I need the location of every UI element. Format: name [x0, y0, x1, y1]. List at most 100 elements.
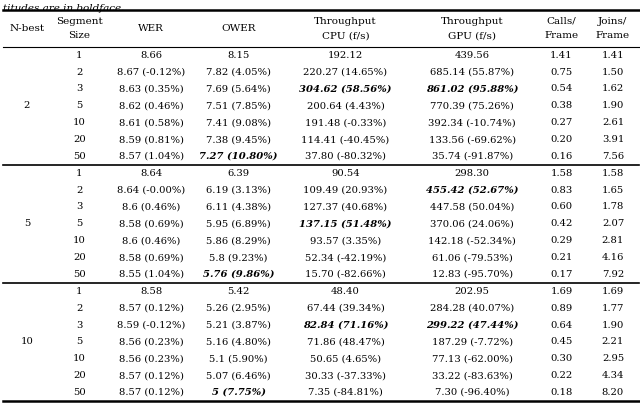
Text: 6.19 (3.13%): 6.19 (3.13%): [206, 186, 271, 195]
Text: 8.58 (0.69%): 8.58 (0.69%): [119, 219, 184, 228]
Text: 0.17: 0.17: [550, 270, 573, 279]
Text: 2.07: 2.07: [602, 219, 624, 228]
Text: 82.84 (71.16%): 82.84 (71.16%): [303, 321, 388, 330]
Text: 8.55 (1.04%): 8.55 (1.04%): [119, 270, 184, 279]
Text: 2.61: 2.61: [602, 118, 624, 127]
Text: 127.37 (40.68%): 127.37 (40.68%): [303, 203, 388, 212]
Text: 8.56 (0.23%): 8.56 (0.23%): [119, 354, 184, 363]
Text: 447.58 (50.04%): 447.58 (50.04%): [430, 203, 515, 212]
Text: 67.44 (39.34%): 67.44 (39.34%): [307, 304, 385, 313]
Text: 7.41 (9.08%): 7.41 (9.08%): [206, 118, 271, 127]
Text: 50: 50: [73, 388, 86, 397]
Text: 2.81: 2.81: [602, 236, 624, 245]
Text: 5.95 (6.89%): 5.95 (6.89%): [206, 219, 271, 228]
Text: 8.6 (0.46%): 8.6 (0.46%): [122, 236, 180, 245]
Text: 48.40: 48.40: [331, 287, 360, 296]
Text: 8.56 (0.23%): 8.56 (0.23%): [119, 337, 184, 346]
Text: 8.58: 8.58: [140, 287, 163, 296]
Text: 2: 2: [76, 304, 83, 313]
Text: 7.35 (-84.81%): 7.35 (-84.81%): [308, 388, 383, 397]
Text: 8.67 (-0.12%): 8.67 (-0.12%): [117, 68, 186, 77]
Text: 2: 2: [76, 68, 83, 77]
Text: 50: 50: [73, 270, 86, 279]
Text: 133.56 (-69.62%): 133.56 (-69.62%): [429, 135, 516, 144]
Text: 10: 10: [20, 337, 33, 346]
Text: 12.83 (-95.70%): 12.83 (-95.70%): [432, 270, 513, 279]
Text: 8.61 (0.58%): 8.61 (0.58%): [119, 118, 184, 127]
Text: 20: 20: [73, 371, 86, 380]
Text: 20: 20: [73, 253, 86, 262]
Text: 0.20: 0.20: [550, 135, 573, 144]
Text: 7.56: 7.56: [602, 152, 624, 161]
Text: 0.21: 0.21: [550, 253, 573, 262]
Text: 5 (7.75%): 5 (7.75%): [212, 388, 266, 397]
Text: 202.95: 202.95: [455, 287, 490, 296]
Text: 50.65 (4.65%): 50.65 (4.65%): [310, 354, 381, 363]
Text: 0.22: 0.22: [550, 371, 573, 380]
Text: 8.63 (0.35%): 8.63 (0.35%): [119, 85, 184, 94]
Text: 30.33 (-37.33%): 30.33 (-37.33%): [305, 371, 386, 380]
Text: 5.8 (9.23%): 5.8 (9.23%): [209, 253, 268, 262]
Text: 7.51 (7.85%): 7.51 (7.85%): [206, 101, 271, 110]
Text: 0.89: 0.89: [550, 304, 573, 313]
Text: N-best: N-best: [10, 24, 45, 33]
Text: 8.57 (1.04%): 8.57 (1.04%): [119, 152, 184, 161]
Text: 2: 2: [24, 101, 30, 110]
Text: 7.92: 7.92: [602, 270, 624, 279]
Text: 109.49 (20.93%): 109.49 (20.93%): [303, 186, 388, 195]
Text: 0.30: 0.30: [550, 354, 573, 363]
Text: 90.54: 90.54: [331, 169, 360, 178]
Text: 299.22 (47.44%): 299.22 (47.44%): [426, 321, 518, 330]
Text: 861.02 (95.88%): 861.02 (95.88%): [426, 85, 518, 94]
Text: 284.28 (40.07%): 284.28 (40.07%): [430, 304, 515, 313]
Text: Calls/: Calls/: [547, 17, 577, 26]
Text: 1.77: 1.77: [602, 304, 624, 313]
Text: 7.82 (4.05%): 7.82 (4.05%): [206, 68, 271, 77]
Text: 1: 1: [76, 169, 83, 178]
Text: 2.95: 2.95: [602, 354, 624, 363]
Text: 1: 1: [76, 287, 83, 296]
Text: 8.64: 8.64: [140, 169, 163, 178]
Text: 35.74 (-91.87%): 35.74 (-91.87%): [432, 152, 513, 161]
Text: 8.58 (0.69%): 8.58 (0.69%): [119, 253, 184, 262]
Text: 1.69: 1.69: [550, 287, 573, 296]
Text: 5.1 (5.90%): 5.1 (5.90%): [209, 354, 268, 363]
Text: 10: 10: [73, 118, 86, 127]
Text: 200.64 (4.43%): 200.64 (4.43%): [307, 101, 385, 110]
Text: 8.6 (0.46%): 8.6 (0.46%): [122, 203, 180, 212]
Text: 71.86 (48.47%): 71.86 (48.47%): [307, 337, 385, 346]
Text: 1.50: 1.50: [602, 68, 624, 77]
Text: 6.11 (4.38%): 6.11 (4.38%): [206, 203, 271, 212]
Text: 304.62 (58.56%): 304.62 (58.56%): [300, 85, 392, 94]
Text: 114.41 (-40.45%): 114.41 (-40.45%): [301, 135, 390, 144]
Text: 3: 3: [76, 203, 83, 212]
Text: 5: 5: [76, 337, 83, 346]
Text: 5: 5: [24, 219, 30, 228]
Text: 7.27 (10.80%): 7.27 (10.80%): [199, 152, 278, 161]
Text: 1.41: 1.41: [550, 51, 573, 60]
Text: 77.13 (-62.00%): 77.13 (-62.00%): [432, 354, 513, 363]
Text: 187.29 (-7.72%): 187.29 (-7.72%): [432, 337, 513, 346]
Text: 455.42 (52.67%): 455.42 (52.67%): [426, 186, 518, 195]
Text: 142.18 (-52.34%): 142.18 (-52.34%): [428, 236, 516, 245]
Text: 370.06 (24.06%): 370.06 (24.06%): [430, 219, 515, 228]
Text: 0.83: 0.83: [550, 186, 573, 195]
Text: 0.18: 0.18: [550, 388, 573, 397]
Text: 685.14 (55.87%): 685.14 (55.87%): [430, 68, 515, 77]
Text: 8.57 (0.12%): 8.57 (0.12%): [119, 371, 184, 380]
Text: 3: 3: [76, 321, 83, 330]
Text: 0.75: 0.75: [550, 68, 573, 77]
Text: 8.57 (0.12%): 8.57 (0.12%): [119, 304, 184, 313]
Text: 37.80 (-80.32%): 37.80 (-80.32%): [305, 152, 386, 161]
Text: 5.26 (2.95%): 5.26 (2.95%): [206, 304, 271, 313]
Text: titudes are in boldface.: titudes are in boldface.: [3, 4, 125, 13]
Text: 8.66: 8.66: [140, 51, 163, 60]
Text: 770.39 (75.26%): 770.39 (75.26%): [430, 101, 515, 110]
Text: 1: 1: [76, 51, 83, 60]
Text: 0.27: 0.27: [550, 118, 573, 127]
Text: 61.06 (-79.53%): 61.06 (-79.53%): [432, 253, 513, 262]
Text: 2: 2: [76, 186, 83, 195]
Text: 8.64 (-0.00%): 8.64 (-0.00%): [117, 186, 186, 195]
Text: 137.15 (51.48%): 137.15 (51.48%): [300, 219, 392, 228]
Text: 4.16: 4.16: [602, 253, 624, 262]
